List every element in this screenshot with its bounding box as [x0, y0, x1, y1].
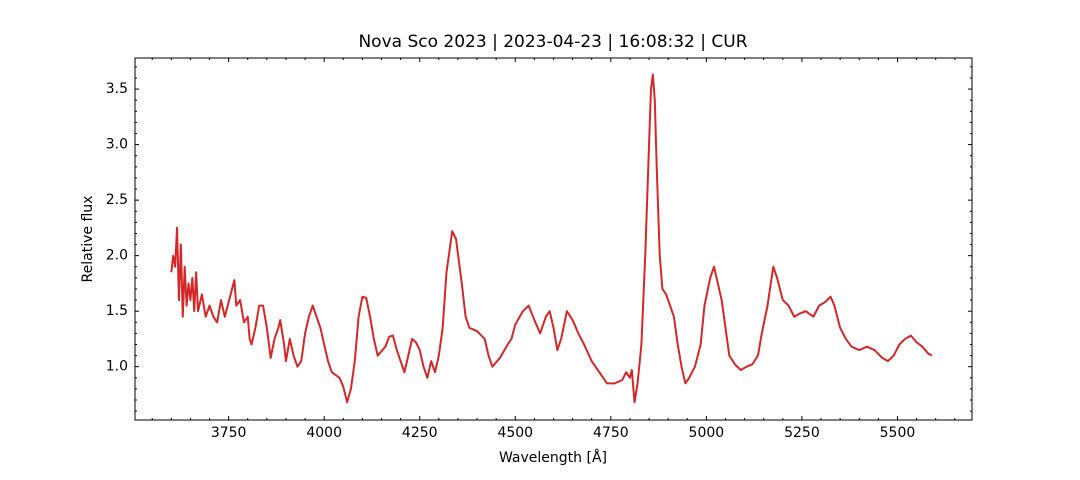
x-tick-label: 4750	[593, 425, 629, 441]
x-tick-label: 3750	[211, 425, 247, 441]
x-tick-label: 5250	[784, 425, 820, 441]
spectrum-line	[170, 73, 933, 404]
x-tick-label: 5500	[880, 425, 916, 441]
x-tick-label: 4500	[497, 425, 533, 441]
x-tick-label: 4000	[306, 425, 342, 441]
y-tick-label: 3.0	[106, 137, 128, 153]
x-tick-label: 5000	[689, 425, 725, 441]
y-tick-label: 2.0	[106, 248, 128, 264]
chart-title: Nova Sco 2023 | 2023-04-23 | 16:08:32 | …	[358, 32, 747, 52]
y-tick-label: 1.5	[106, 303, 128, 319]
x-tick-label: 4250	[402, 425, 438, 441]
y-tick-label: 3.5	[106, 81, 128, 97]
y-tick-label: 1.0	[106, 359, 128, 375]
x-axis-label: Wavelength [Å]	[499, 449, 607, 466]
y-tick-label: 2.5	[106, 192, 128, 208]
y-axis-label: Relative flux	[80, 196, 96, 283]
